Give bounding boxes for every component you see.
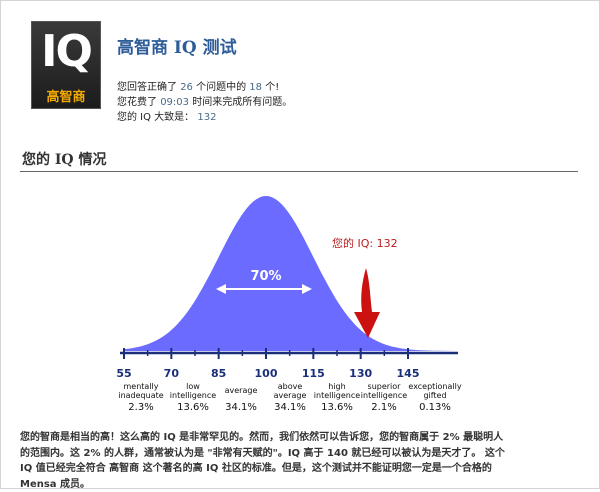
- category-percent: 34.1%: [274, 402, 306, 413]
- tick-label-145: 145: [397, 367, 420, 380]
- summary-line-4: Mensa 成员。: [20, 477, 580, 492]
- your-iq-label: 您的 IQ: 132: [332, 236, 398, 250]
- tick-label-115: 115: [302, 367, 325, 380]
- category-percent: 2.3%: [128, 402, 153, 413]
- bell-curve: [124, 196, 456, 351]
- category-label: average: [225, 386, 258, 395]
- summary-line-1: 您的智商是相当的高！这么高的 IQ 是非常罕见的。然而，我们依然可以告诉您，您的…: [20, 430, 580, 446]
- category-percent: 0.13%: [419, 402, 451, 413]
- category-percent: 13.6%: [321, 402, 353, 413]
- category-percentages: 2.3% 13.6% 34.1% 34.1% 13.6% 2.1% 0.13%: [128, 402, 451, 413]
- category-percent: 13.6%: [177, 402, 209, 413]
- tick-label-100: 100: [255, 367, 278, 380]
- iq-distribution-chart: 55 70 85 100 115 130 145 70% 您的 IQ: 132 mental…: [0, 0, 600, 430]
- tick-label-55: 55: [116, 367, 131, 380]
- tick-label-70: 70: [164, 367, 180, 380]
- tick-label-130: 130: [349, 367, 372, 380]
- summary-text: 您的智商是相当的高！这么高的 IQ 是非常罕见的。然而，我们依然可以告诉您，您的…: [20, 430, 580, 492]
- tick-label-85: 85: [211, 367, 226, 380]
- center-percentage-label: 70%: [250, 269, 281, 284]
- category-percent: 2.1%: [371, 402, 396, 413]
- summary-line-3: IQ 值已经完全符合 高智商 这个著名的高 IQ 社区的标准。但是，这个测试并不…: [20, 461, 580, 477]
- axis-tick-labels: 55 70 85 100 115 130 145: [116, 367, 419, 380]
- summary-line-2: 的范围内。这 2% 的人群，通常被认为是 "非常有天赋的"。IQ 高于 140 …: [20, 446, 580, 462]
- category-percent: 34.1%: [225, 402, 257, 413]
